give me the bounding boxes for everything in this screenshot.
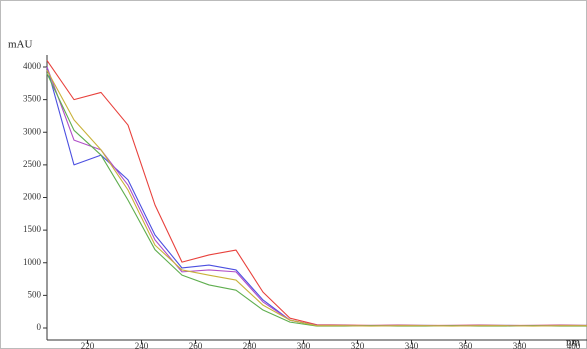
x-tick-label: 400 [567, 341, 581, 349]
y-tick-label: 500 [28, 289, 42, 299]
x-tick-label: 240 [135, 341, 149, 349]
x-tick-label: 220 [81, 341, 95, 349]
y-tick-label: 4000 [23, 61, 42, 71]
y-tick-label: 2500 [23, 159, 42, 169]
series-line [46, 60, 587, 326]
series-line [46, 69, 587, 327]
y-tick-label: 3000 [23, 126, 42, 136]
y-axis-title: mAU [8, 39, 33, 51]
x-tick-label: 380 [513, 341, 527, 349]
y-tick-label: 1500 [23, 224, 42, 234]
series-line [46, 66, 587, 327]
x-tick-label: 360 [459, 341, 473, 349]
x-tick-label: 260 [189, 341, 203, 349]
x-tick-label: 300 [297, 341, 311, 349]
y-tick-label: 0 [37, 322, 42, 332]
y-tick-label: 1000 [23, 257, 42, 267]
y-tick-label: 3500 [23, 94, 42, 104]
x-tick-label: 280 [243, 341, 257, 349]
x-tick-label: 320 [351, 341, 365, 349]
series-line [46, 73, 587, 327]
x-tick-label: 340 [405, 341, 419, 349]
series-line [46, 66, 587, 327]
y-tick-label: 2000 [23, 192, 42, 202]
